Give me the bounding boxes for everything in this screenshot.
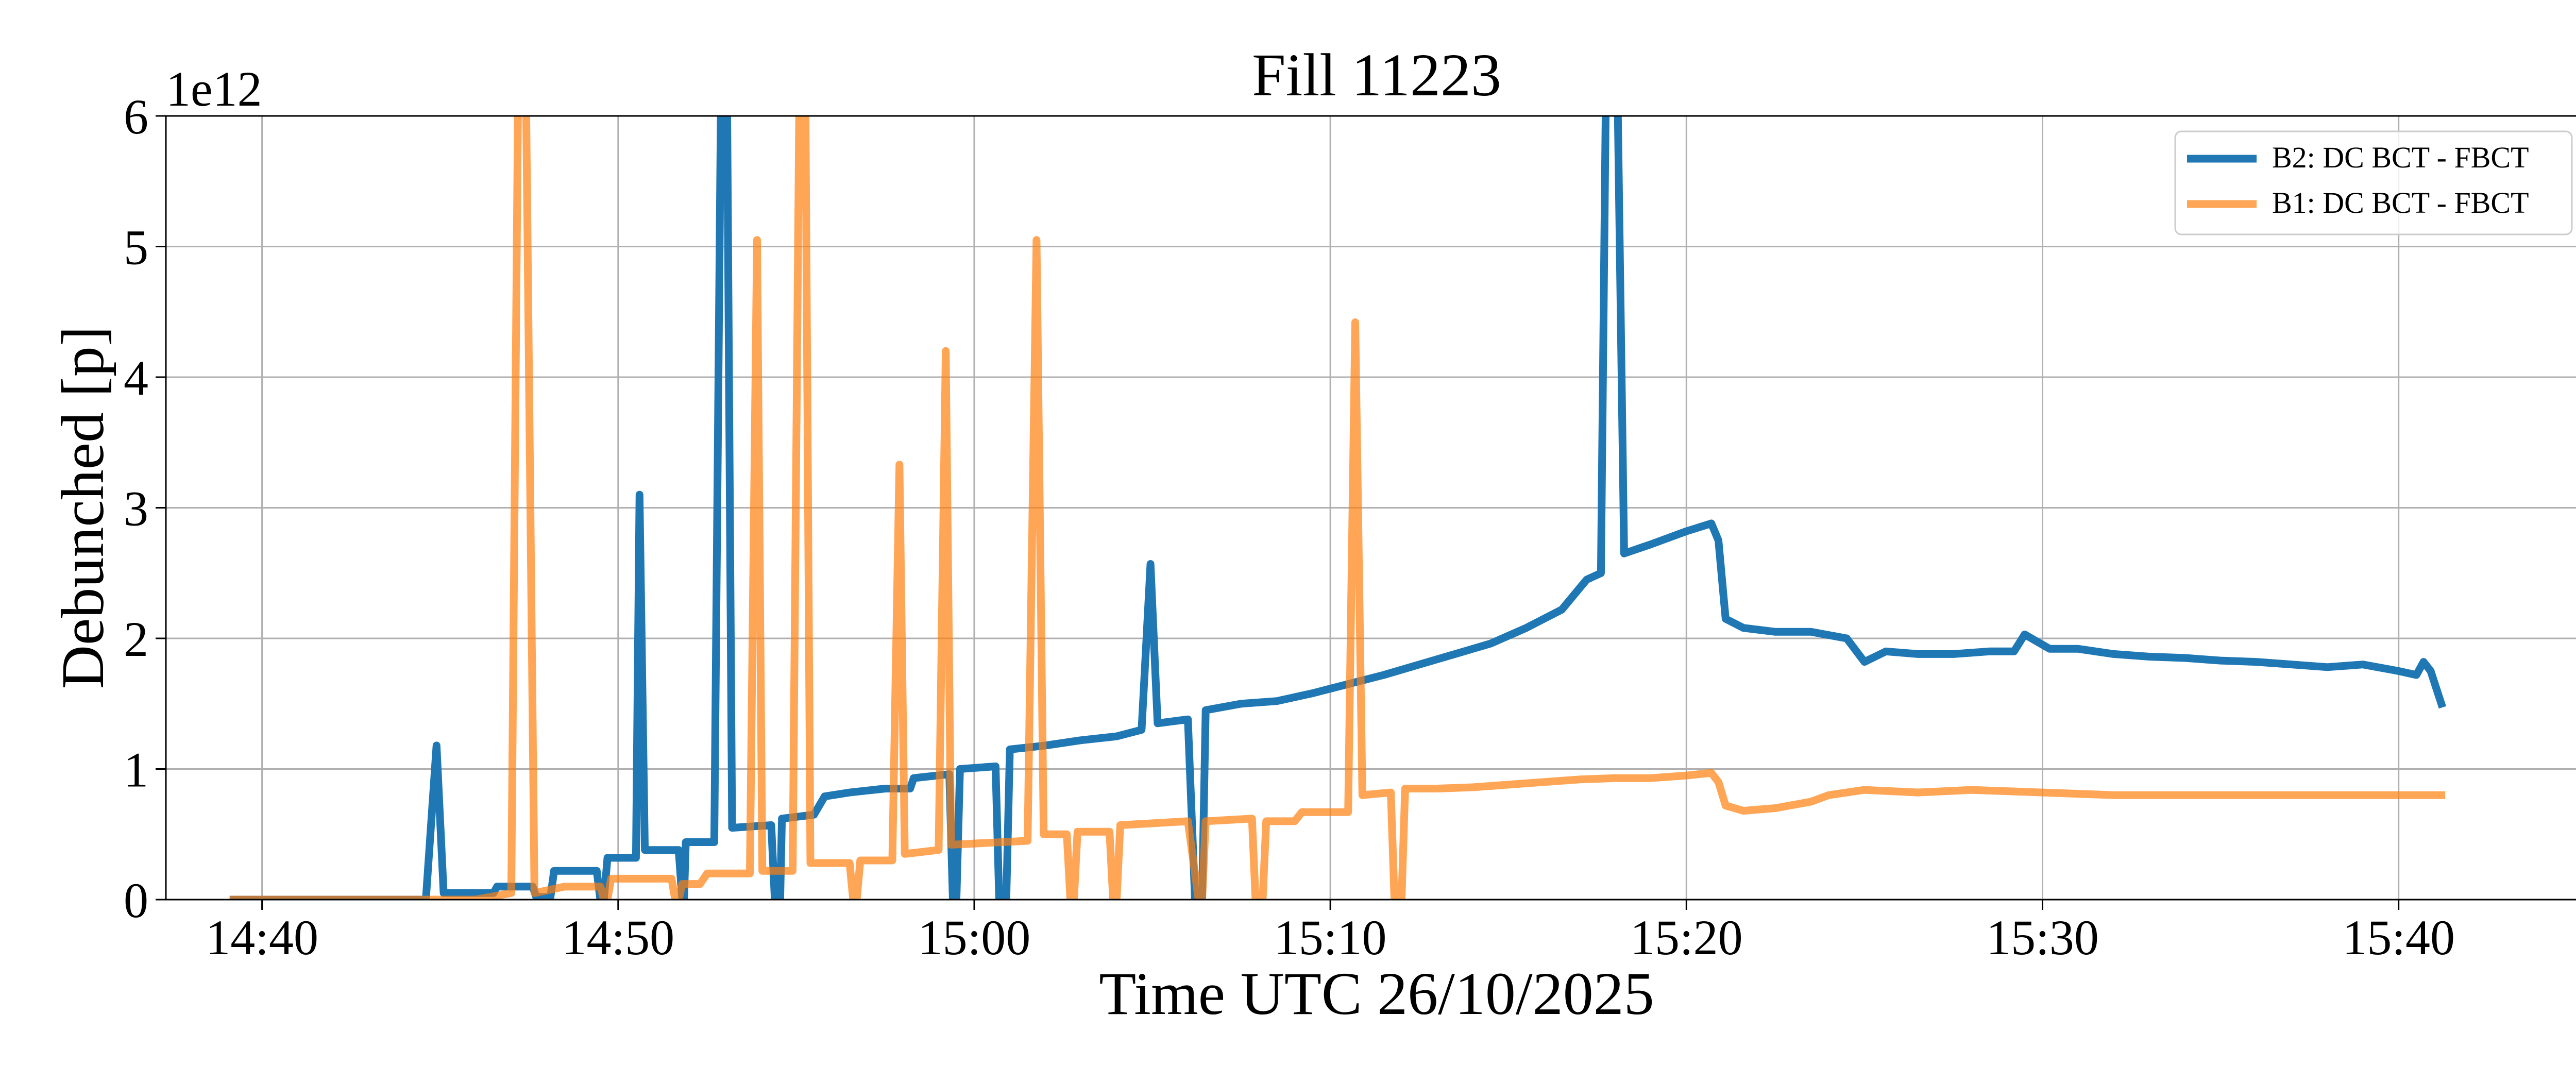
chart-title: Fill 11223 bbox=[1252, 41, 1501, 109]
x-tick-label: 14:50 bbox=[562, 910, 674, 965]
x-tick-label: 15:00 bbox=[918, 910, 1031, 965]
legend-label-b2: B2: DC BCT - FBCT bbox=[2272, 141, 2529, 174]
y-tick-label: 0 bbox=[124, 873, 148, 928]
legend-box bbox=[2174, 130, 2573, 235]
y-offset-label: 1e12 bbox=[166, 61, 262, 116]
y-tick-label: 2 bbox=[124, 612, 148, 667]
y-tick-label: 1 bbox=[124, 742, 148, 798]
y-axis-label: Debunched [p] bbox=[49, 326, 116, 689]
legend: B2: DC BCT - FBCT B1: DC BCT - FBCT bbox=[2174, 130, 2573, 235]
y-tick-label: 3 bbox=[124, 481, 148, 536]
y-tick-label: 6 bbox=[124, 89, 148, 144]
x-tick-label: 15:20 bbox=[1630, 910, 1743, 965]
x-tick-label: 15:10 bbox=[1274, 910, 1387, 965]
series-line-b1 bbox=[229, 116, 2446, 900]
x-tick-label: 14:40 bbox=[206, 910, 318, 965]
series-line-b2 bbox=[229, 116, 2447, 900]
x-tick-label: 15:30 bbox=[1986, 910, 2099, 965]
legend-label-b1: B1: DC BCT - FBCT bbox=[2272, 186, 2529, 219]
series-layer bbox=[229, 116, 2447, 900]
x-axis-label: Time UTC 26/10/2025 bbox=[1099, 960, 1654, 1027]
y-axis: 0 1 2 3 4 5 6 bbox=[124, 89, 166, 928]
x-tick-label: 15:40 bbox=[2342, 910, 2455, 965]
y-tick-label: 4 bbox=[124, 350, 148, 405]
x-axis: 14:40 14:50 15:00 15:10 15:20 15:30 15:40 bbox=[206, 900, 2455, 965]
y-tick-label: 5 bbox=[124, 220, 148, 275]
